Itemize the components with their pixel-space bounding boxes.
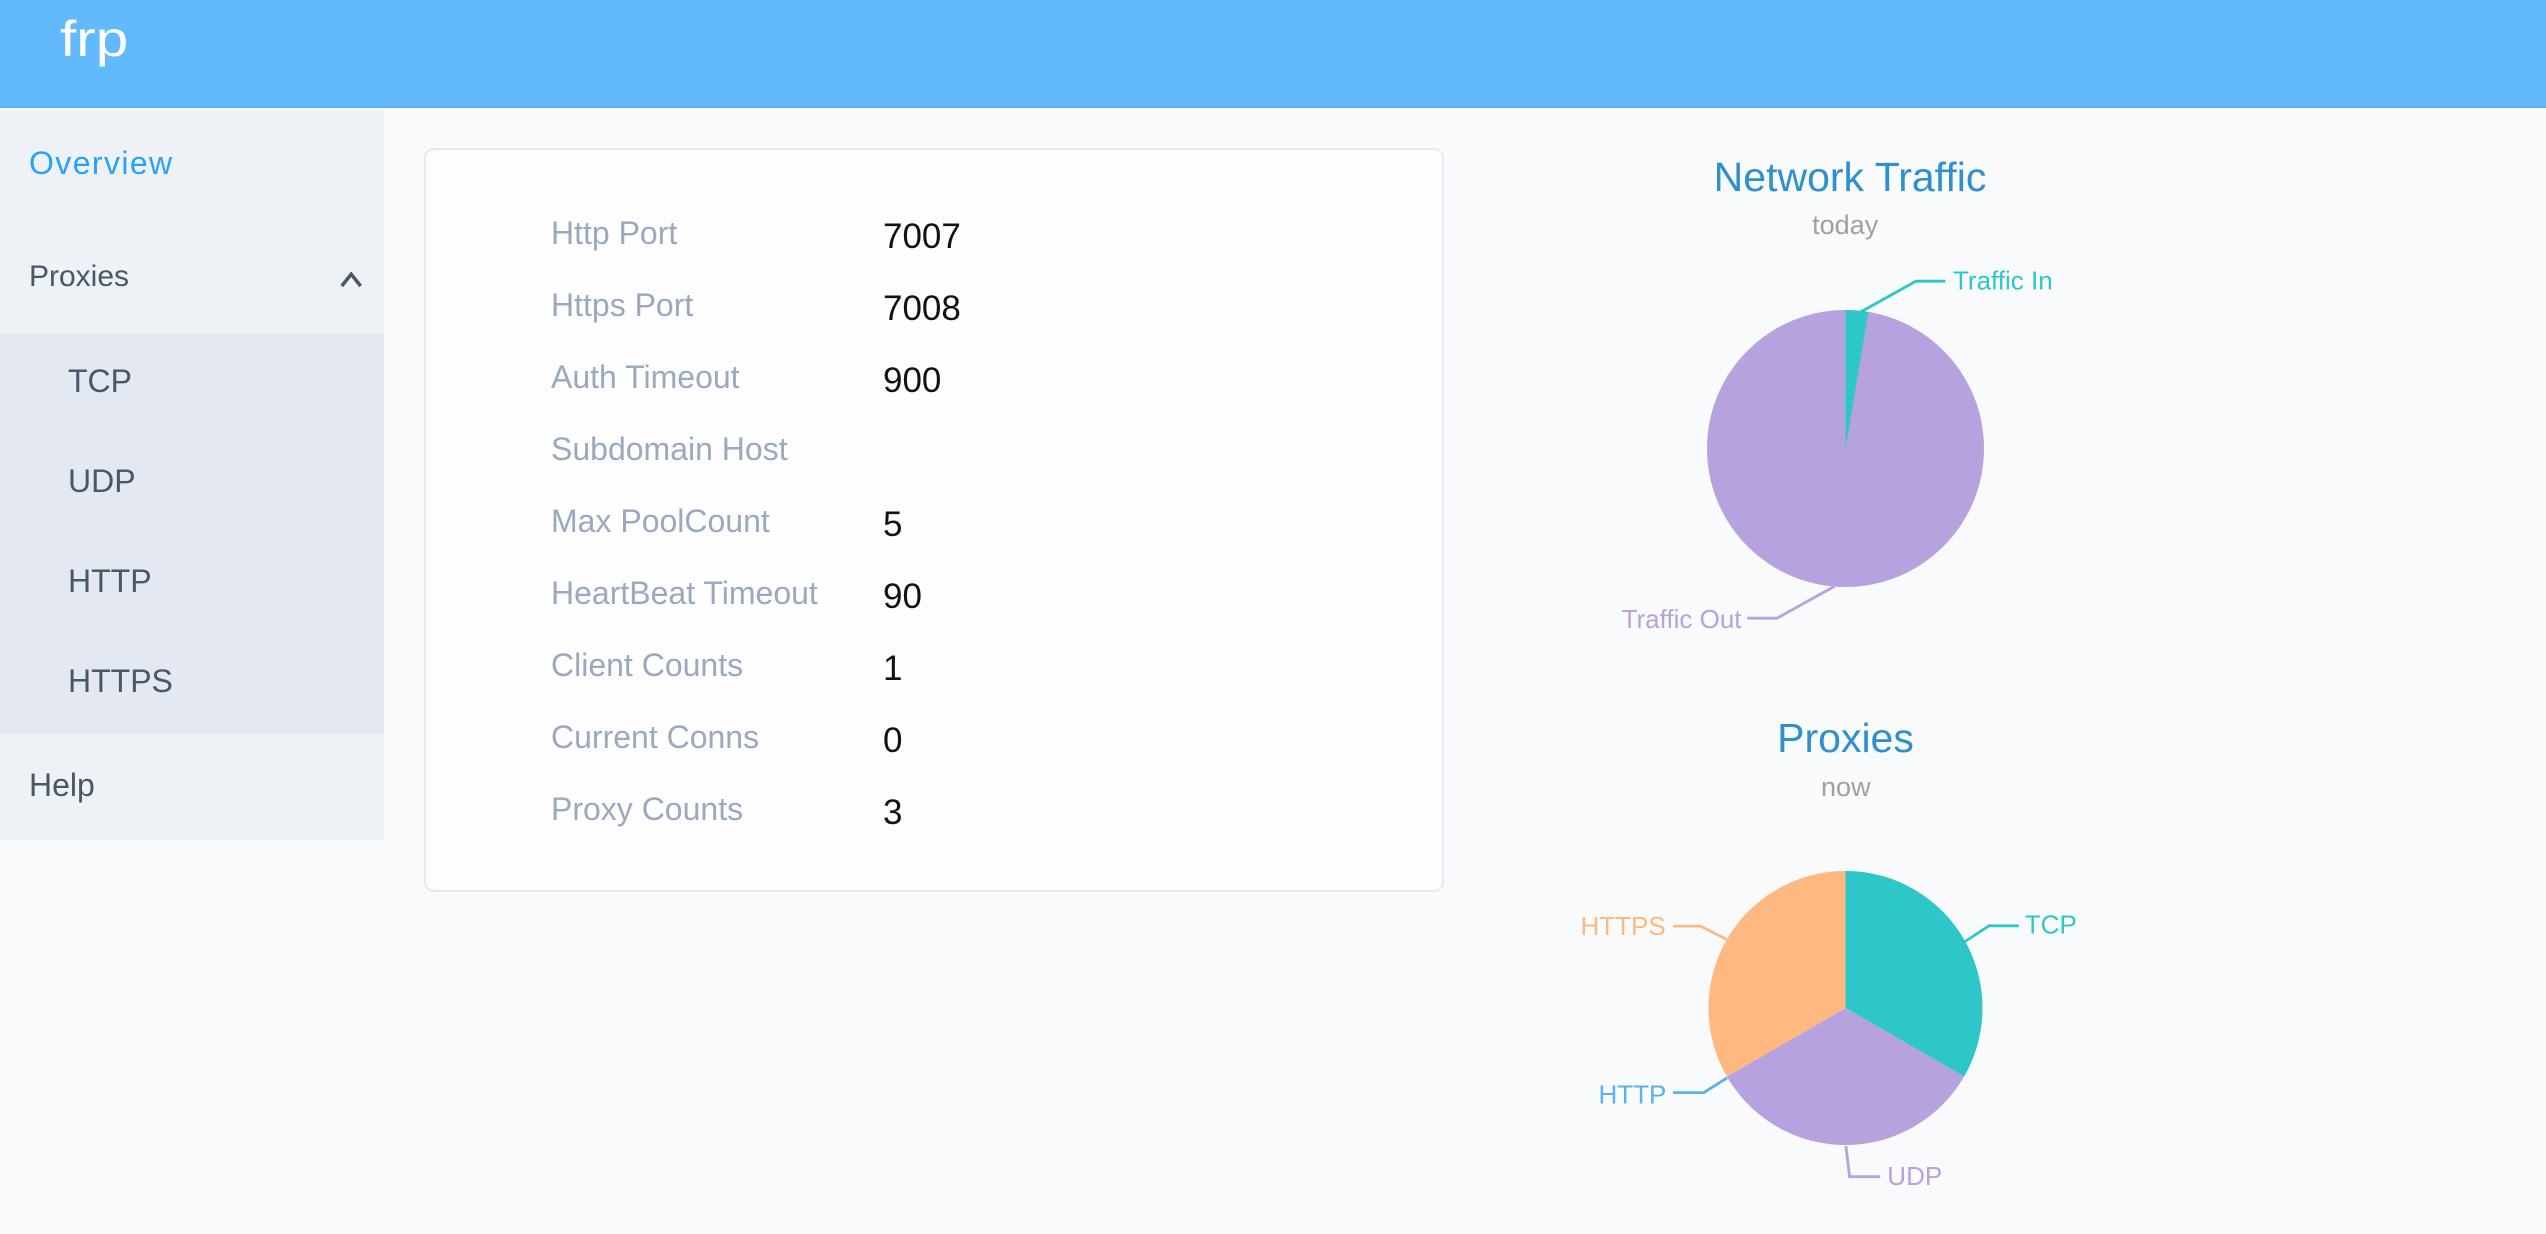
svg-text:today: today xyxy=(1812,210,1879,240)
svg-text:Traffic In: Traffic In xyxy=(1953,266,2053,296)
svg-text:HTTP: HTTP xyxy=(1599,1079,1667,1109)
svg-text:Traffic Out: Traffic Out xyxy=(1622,604,1743,634)
svg-text:now: now xyxy=(1821,772,1871,802)
svg-text:Network Traffic: Network Traffic xyxy=(1714,154,1987,200)
svg-text:TCP: TCP xyxy=(2025,910,2077,940)
svg-text:UDP: UDP xyxy=(1887,1161,1942,1191)
svg-text:Proxies: Proxies xyxy=(1777,715,1914,761)
svg-text:HTTPS: HTTPS xyxy=(1580,911,1665,941)
